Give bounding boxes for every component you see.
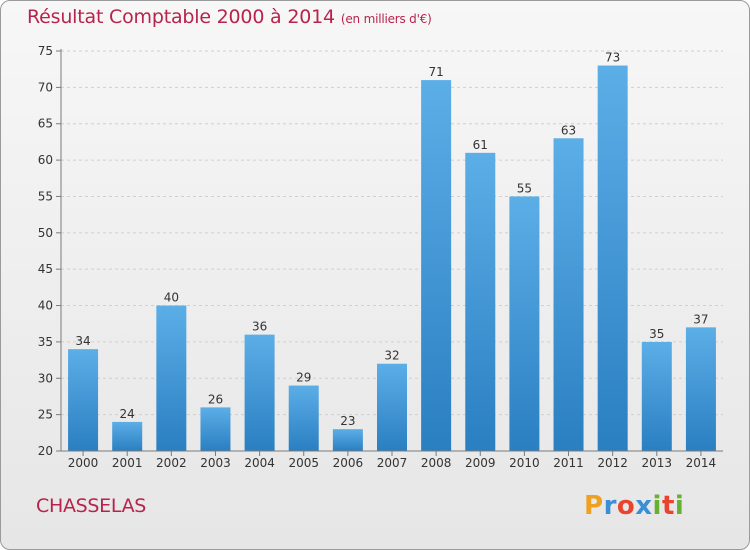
proxiti-logo[interactable]: Proxiti [584, 491, 684, 521]
bar-2000 [68, 349, 99, 451]
data-label: 23 [340, 414, 355, 428]
x-tick-label: 2007 [377, 456, 408, 470]
data-label: 40 [164, 291, 179, 305]
bar-2005 [288, 385, 319, 451]
bar-2002 [156, 305, 187, 451]
bar-2013 [641, 341, 672, 451]
x-tick-label: 2006 [333, 456, 364, 470]
x-tick-label: 2010 [509, 456, 540, 470]
axes [56, 49, 723, 456]
x-tick-label: 2009 [465, 456, 496, 470]
y-tick-label: 35 [38, 335, 53, 349]
commune-name: CHASSELAS [36, 495, 147, 517]
bars [68, 65, 716, 452]
bar-2004 [244, 334, 275, 451]
data-label: 73 [605, 51, 620, 65]
logo-letter: o [616, 491, 636, 521]
data-label: 71 [428, 65, 443, 79]
bar-2007 [377, 363, 407, 451]
y-tick-label: 75 [38, 44, 53, 58]
y-tick-label: 45 [38, 262, 53, 276]
y-tick-label: 50 [38, 226, 53, 240]
bar-2012 [597, 65, 628, 451]
x-tick-label: 2008 [421, 456, 452, 470]
logo-letter: i [652, 491, 662, 521]
data-label: 36 [252, 320, 267, 334]
logo-letter: t [661, 491, 675, 521]
x-tick-label: 2002 [156, 456, 187, 470]
y-tick-label: 55 [38, 189, 53, 203]
x-tick-label: 2013 [642, 456, 673, 470]
data-label: 63 [561, 123, 576, 137]
bar-2010 [509, 196, 540, 451]
bar-2003 [200, 407, 231, 451]
y-tick-label: 40 [38, 299, 53, 313]
chart-title-text: Résultat Comptable 2000 à 2014 [27, 6, 335, 28]
data-label: 26 [208, 392, 223, 406]
labels: 20 25 30 35 40 45 50 55 60 65 70 75 34 2000 24 2001 40 20… [38, 44, 716, 470]
x-tick-label: 2011 [553, 456, 584, 470]
chart-title: Résultat Comptable 2000 à 2014 (en millie… [27, 6, 432, 28]
data-label: 29 [296, 371, 311, 385]
x-tick-label: 2001 [112, 456, 143, 470]
data-label: 55 [517, 181, 532, 195]
data-label: 61 [473, 138, 488, 152]
bar-2009 [465, 152, 496, 451]
bar-2001 [112, 421, 143, 451]
bar-2006 [332, 429, 363, 451]
x-tick-label: 2003 [200, 456, 231, 470]
y-tick-label: 30 [38, 371, 53, 385]
y-tick-label: 25 [38, 408, 53, 422]
data-label: 35 [649, 327, 664, 341]
x-tick-label: 2014 [686, 456, 717, 470]
logo-letter: r [603, 491, 617, 521]
y-tick-label: 60 [38, 153, 53, 167]
x-tick-label: 2004 [244, 456, 275, 470]
y-tick-label: 20 [38, 444, 53, 458]
x-tick-label: 2005 [288, 456, 319, 470]
y-tick-label: 65 [38, 117, 53, 131]
chart-subtitle: (en milliers d'€) [340, 12, 432, 26]
data-label: 34 [75, 334, 90, 348]
bar-2008 [421, 80, 452, 451]
logo-letter: i [674, 491, 685, 521]
logo-letter: P [584, 491, 604, 521]
y-tick-label: 70 [38, 80, 53, 94]
bar-2011 [553, 138, 584, 452]
data-label: 24 [120, 407, 135, 421]
x-tick-label: 2012 [597, 456, 628, 470]
x-tick-label: 2000 [68, 456, 99, 470]
data-label: 37 [693, 312, 708, 326]
bar-2014 [685, 327, 716, 451]
logo-letter: x [635, 491, 653, 521]
data-label: 32 [384, 349, 399, 363]
